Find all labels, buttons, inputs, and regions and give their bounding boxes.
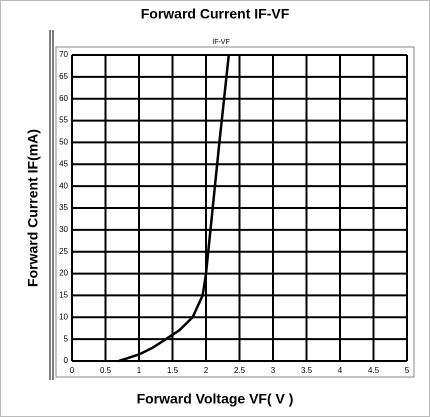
x-tick-label: 4.5 [368,366,380,375]
data-line [118,54,231,363]
y-tick-label: 55 [59,116,68,125]
y-tick-label: 25 [59,247,68,256]
y-tick-label: 60 [59,94,68,103]
y-tick-label: 15 [59,291,68,300]
y-tick-label: 50 [59,138,68,147]
x-tick-label: 0 [70,366,75,375]
y-axis-label: Forward Current IF(mA) [25,129,41,287]
y-tick-label: 5 [64,334,69,343]
y-tick-label: 70 [59,50,68,59]
y-tick-label: 45 [59,159,68,168]
x-tick-label: 0.5 [100,366,112,375]
y-tick-label: 40 [59,181,68,190]
plot-box [55,46,415,378]
x-tick-label: 2 [204,366,209,375]
chart-title: Forward Current IF-VF [141,6,290,22]
y-tick-label: 30 [59,225,68,234]
y-tick-label: 20 [59,269,68,278]
x-tick-label: 3 [271,366,276,375]
x-tick-label: 1 [137,366,142,375]
y-tick-label: 65 [59,72,68,81]
y-tick-label: 0 [64,356,69,365]
y-tick-label: 35 [59,203,68,212]
x-tick-label: 5 [405,366,410,375]
chart-subtitle: IF-VF [212,39,230,46]
x-tick-label: 2.5 [234,366,246,375]
x-tick-label: 4 [338,366,343,375]
x-tick-label: 1.5 [167,366,179,375]
x-tick-label: 3.5 [301,366,313,375]
y-tick-label: 10 [59,312,68,321]
x-axis-label: Forward Voltage VF( V ) [137,391,294,407]
